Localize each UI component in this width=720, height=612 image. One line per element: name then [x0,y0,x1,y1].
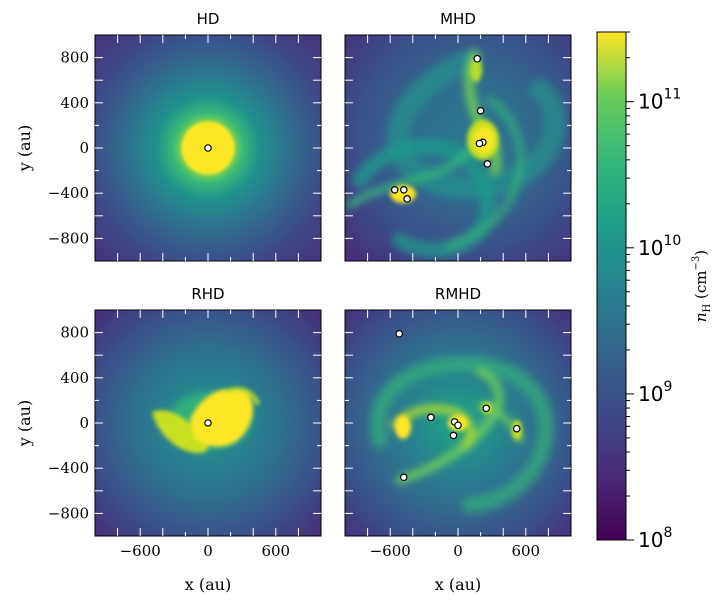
sink-particle [204,144,212,152]
x-axis-label-left: x (au) [185,575,231,594]
y-tick-label: −800 [48,504,89,522]
sink-particle [390,186,399,194]
sink-particle [483,160,492,168]
sink-markers-hd [204,144,212,152]
colorbar-ticks [626,31,634,541]
x-tick-label: 600 [511,542,540,560]
y-tick-label: 800 [60,324,89,342]
sink-particle [395,329,404,338]
sink-particle [204,419,212,427]
panel-title-rmhd: RMHD [435,285,481,303]
x-tick-labels-rmhd: −600 0 600 [370,542,541,560]
y-axis-label-top: y (au) [15,125,34,172]
density-map-mhd [345,35,571,261]
y-tick-labels-rhd: −800 −400 0 400 800 [48,324,89,523]
y-tick-label: −800 [48,229,89,247]
y-tick-label: 0 [79,139,89,157]
sink-particle [473,54,482,63]
colorbar: 108 109 1010 1011 nH (cm−3) [596,31,713,552]
panel-mhd: MHD [344,10,572,262]
sink-markers-mhd [390,54,492,203]
svg-text:y (au): y (au) [15,125,34,172]
x-tick-label: 0 [203,542,213,560]
y-tick-label: 400 [60,369,89,387]
x-axis-label-right: x (au) [435,575,481,594]
sink-particle [475,139,484,148]
svg-text:nH (cm−3): nH (cm−3) [691,250,713,322]
panel-title-hd: HD [197,10,220,28]
sink-particle [449,431,458,440]
colorbar-label: nH (cm−3) [691,250,713,322]
colorbar-gradient [596,31,627,541]
sink-markers-rhd [204,419,212,427]
sink-particle [454,421,462,430]
sink-markers-rmhd [395,329,521,482]
sink-particle [482,404,491,413]
colorbar-tick-label: 108 [638,525,672,552]
svg-text:y (au): y (au) [15,400,34,447]
y-tick-labels-hd: −800 −400 0 400 800 [48,49,89,248]
panel-hd: HD −800 −400 0 400 800 [48,10,322,262]
panel-rhd: RHD −800 −400 0 400 800 −600 0 600 [48,285,322,560]
ticks-rhd [95,310,321,536]
y-tick-label: 800 [60,49,89,67]
sink-particle [512,424,521,433]
sink-particle [476,106,485,115]
x-tick-label: 600 [261,542,290,560]
y-axis-label-bottom: y (au) [15,400,34,447]
ticks-mhd [345,35,571,261]
panel-title-rhd: RHD [191,285,224,303]
colorbar-tick-labels: 108 109 1010 1011 [638,87,681,552]
colorbar-tick-label: 1010 [638,233,681,260]
y-tick-label: 400 [60,94,89,112]
sink-particle [399,473,408,482]
ticks-rmhd [345,310,571,536]
panel-title-mhd: MHD [440,10,476,28]
ticks-hd [95,35,321,261]
sink-particle [427,413,435,422]
y-tick-label: −400 [48,459,89,477]
panel-rmhd: RMHD −600 0 600 [344,285,572,560]
x-tick-label: −600 [120,542,161,560]
x-tick-label: −600 [370,542,411,560]
x-tick-label: 0 [453,542,463,560]
sink-particle [399,186,408,194]
sink-particle [403,195,411,203]
colorbar-tick-label: 1011 [638,87,681,114]
x-tick-labels-rhd: −600 0 600 [120,542,291,560]
y-tick-label: −400 [48,184,89,202]
y-tick-label: 0 [79,414,89,432]
colorbar-tick-label: 109 [638,379,672,406]
